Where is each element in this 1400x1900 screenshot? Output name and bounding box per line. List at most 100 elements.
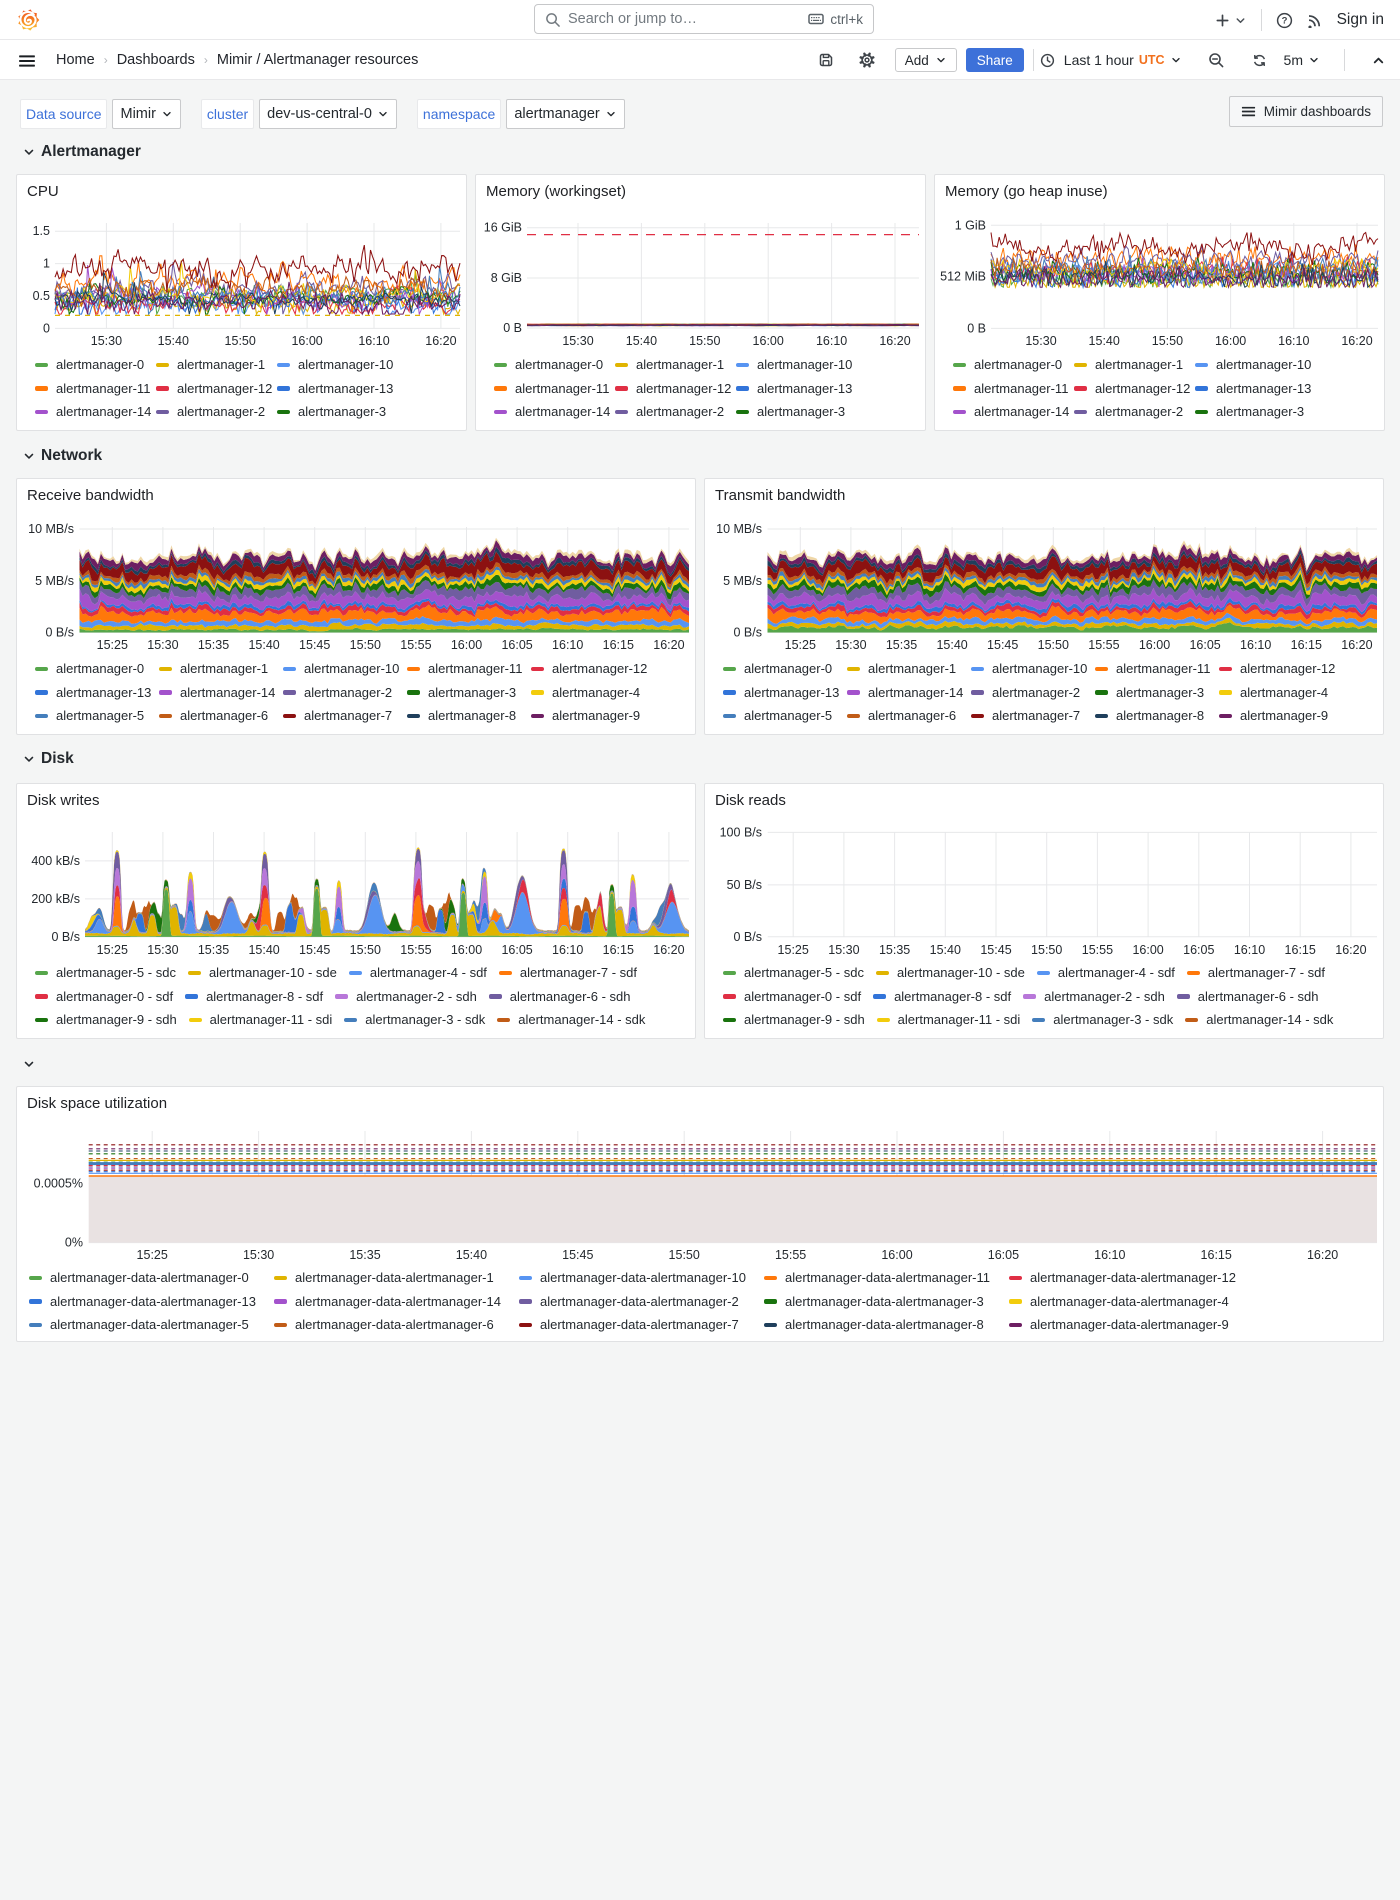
svg-text:16:00: 16:00: [451, 638, 482, 652]
svg-text:0 B/s: 0 B/s: [52, 930, 81, 944]
svg-text:10 MB/s: 10 MB/s: [28, 522, 74, 536]
svg-text:50 B/s: 50 B/s: [727, 878, 762, 892]
svg-text:?: ?: [1281, 15, 1287, 26]
svg-text:10 MB/s: 10 MB/s: [716, 522, 762, 536]
svg-text:8 GiB: 8 GiB: [491, 271, 522, 285]
svg-text:16:20: 16:20: [425, 334, 456, 348]
svg-text:16:00: 16:00: [451, 943, 482, 957]
svg-text:16:00: 16:00: [1139, 638, 1170, 652]
svg-text:15:40: 15:40: [456, 1248, 487, 1262]
svg-text:15:25: 15:25: [137, 1248, 168, 1262]
svg-text:16:10: 16:10: [1240, 638, 1271, 652]
svg-text:16:20: 16:20: [653, 943, 684, 957]
svg-text:15:40: 15:40: [1089, 334, 1120, 348]
svg-text:16:10: 16:10: [816, 334, 847, 348]
svg-text:1 GiB: 1 GiB: [955, 218, 986, 232]
svg-text:15:50: 15:50: [1038, 638, 1069, 652]
svg-text:15:30: 15:30: [835, 638, 866, 652]
svg-text:16:05: 16:05: [1189, 638, 1220, 652]
svg-text:15:55: 15:55: [1088, 638, 1119, 652]
svg-text:16:05: 16:05: [1183, 943, 1214, 957]
svg-text:15:30: 15:30: [91, 334, 122, 348]
svg-text:5 MB/s: 5 MB/s: [35, 574, 74, 588]
svg-text:15:55: 15:55: [400, 943, 431, 957]
svg-text:0 B/s: 0 B/s: [734, 626, 763, 640]
svg-text:16:00: 16:00: [291, 334, 322, 348]
svg-text:15:50: 15:50: [350, 943, 381, 957]
svg-text:15:55: 15:55: [775, 1248, 806, 1262]
svg-text:15:50: 15:50: [689, 334, 720, 348]
svg-text:0%: 0%: [65, 1236, 83, 1250]
svg-text:15:35: 15:35: [886, 638, 917, 652]
svg-text:16:05: 16:05: [988, 1248, 1019, 1262]
svg-text:16:10: 16:10: [358, 334, 389, 348]
svg-text:400 kB/s: 400 kB/s: [31, 854, 80, 868]
svg-text:15:45: 15:45: [299, 943, 330, 957]
svg-text:1.5: 1.5: [33, 224, 50, 238]
svg-text:16:05: 16:05: [501, 638, 532, 652]
svg-text:200 kB/s: 200 kB/s: [31, 892, 80, 906]
svg-text:16:20: 16:20: [1307, 1248, 1338, 1262]
svg-text:0 B: 0 B: [967, 321, 986, 335]
svg-text:15:55: 15:55: [400, 638, 431, 652]
svg-text:100 B/s: 100 B/s: [720, 825, 762, 839]
svg-text:15:30: 15:30: [243, 1248, 274, 1262]
svg-text:16:20: 16:20: [1341, 638, 1372, 652]
svg-text:15:35: 15:35: [198, 943, 229, 957]
svg-text:15:45: 15:45: [562, 1248, 593, 1262]
svg-text:0 B/s: 0 B/s: [734, 930, 763, 944]
svg-text:15:25: 15:25: [97, 943, 128, 957]
svg-text:16:10: 16:10: [1094, 1248, 1125, 1262]
svg-text:15:25: 15:25: [778, 943, 809, 957]
svg-text:0.0005%: 0.0005%: [34, 1177, 83, 1191]
svg-text:15:45: 15:45: [987, 638, 1018, 652]
svg-text:15:40: 15:40: [626, 334, 657, 348]
svg-text:16:00: 16:00: [1132, 943, 1163, 957]
svg-text:16:20: 16:20: [653, 638, 684, 652]
svg-text:16:00: 16:00: [753, 334, 784, 348]
svg-text:15:50: 15:50: [225, 334, 256, 348]
svg-text:15:50: 15:50: [1031, 943, 1062, 957]
svg-text:15:40: 15:40: [936, 638, 967, 652]
svg-text:16:20: 16:20: [1341, 334, 1372, 348]
svg-text:16:20: 16:20: [1335, 943, 1366, 957]
svg-text:15:25: 15:25: [785, 638, 816, 652]
svg-text:16:15: 16:15: [603, 638, 634, 652]
svg-text:16:00: 16:00: [1215, 334, 1246, 348]
svg-text:16:00: 16:00: [881, 1248, 912, 1262]
svg-text:16 GiB: 16 GiB: [484, 221, 522, 235]
svg-text:0: 0: [43, 321, 50, 335]
svg-text:16:10: 16:10: [552, 638, 583, 652]
svg-text:15:30: 15:30: [1025, 334, 1056, 348]
svg-text:15:30: 15:30: [562, 334, 593, 348]
svg-text:16:15: 16:15: [1285, 943, 1316, 957]
svg-text:15:40: 15:40: [158, 334, 189, 348]
svg-text:16:10: 16:10: [552, 943, 583, 957]
svg-text:15:40: 15:40: [248, 638, 279, 652]
svg-text:15:30: 15:30: [828, 943, 859, 957]
svg-text:16:20: 16:20: [879, 334, 910, 348]
svg-text:15:50: 15:50: [1152, 334, 1183, 348]
svg-text:15:35: 15:35: [198, 638, 229, 652]
svg-text:1: 1: [43, 257, 50, 271]
svg-text:15:30: 15:30: [147, 638, 178, 652]
svg-text:15:50: 15:50: [350, 638, 381, 652]
svg-text:15:25: 15:25: [97, 638, 128, 652]
svg-text:15:50: 15:50: [669, 1248, 700, 1262]
svg-text:16:15: 16:15: [603, 943, 634, 957]
svg-text:15:40: 15:40: [248, 943, 279, 957]
svg-text:16:15: 16:15: [1291, 638, 1322, 652]
svg-text:0 B/s: 0 B/s: [46, 626, 75, 640]
svg-text:0.5: 0.5: [33, 289, 50, 303]
svg-text:16:10: 16:10: [1278, 334, 1309, 348]
svg-text:15:45: 15:45: [299, 638, 330, 652]
svg-text:15:30: 15:30: [147, 943, 178, 957]
svg-text:512 MiB: 512 MiB: [940, 270, 986, 284]
svg-text:16:10: 16:10: [1234, 943, 1265, 957]
svg-text:15:35: 15:35: [349, 1248, 380, 1262]
svg-text:5 MB/s: 5 MB/s: [723, 574, 762, 588]
svg-text:0 B: 0 B: [503, 321, 522, 335]
svg-text:15:40: 15:40: [930, 943, 961, 957]
svg-text:16:05: 16:05: [501, 943, 532, 957]
svg-text:15:55: 15:55: [1082, 943, 1113, 957]
